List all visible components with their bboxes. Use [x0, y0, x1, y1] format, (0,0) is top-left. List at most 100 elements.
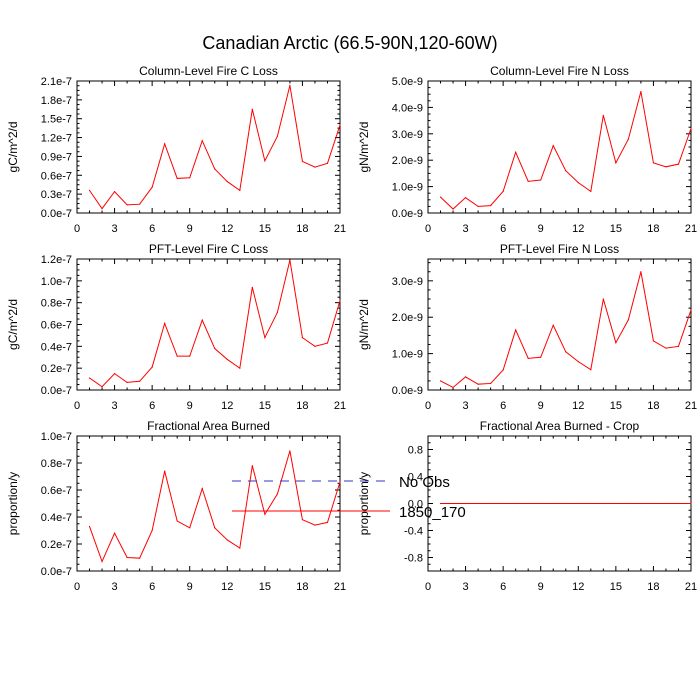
data-point [452, 386, 454, 389]
data-point [677, 502, 680, 505]
data-point [652, 340, 655, 342]
x-tick-label: 6 [149, 400, 155, 412]
chart-panel-4: PFT-Level Fire N Loss gN/m^2/d 0 3 6 9 12 15 18 2… [357, 242, 697, 412]
x-tick-label: 9 [538, 223, 544, 235]
x-tick-label: 15 [259, 223, 271, 235]
data-point [590, 369, 592, 371]
chart-panel-6: Fractional Area Burned - Crop proportion/… [357, 419, 697, 593]
y-tick-label: 5.0e-9 [392, 76, 423, 88]
y-axis-label: gC/m^2/d [6, 299, 20, 350]
x-tick-label: 3 [112, 223, 118, 235]
x-tick-label: 18 [647, 581, 659, 593]
y-tick-label: 0.8 [408, 445, 423, 457]
data-point [552, 502, 554, 505]
data-point [139, 203, 141, 205]
x-tick-label: 6 [500, 400, 506, 412]
data-point [477, 502, 479, 505]
data-point [189, 355, 191, 357]
series-line-1850-170 [89, 85, 341, 210]
data-point [101, 208, 103, 210]
data-point [439, 502, 442, 505]
data-point [289, 84, 291, 86]
x-tick-label: 15 [610, 400, 622, 412]
data-point [690, 502, 692, 505]
data-point [477, 205, 479, 207]
data-point [264, 337, 266, 339]
x-tick-label: 9 [538, 581, 544, 593]
data-point [527, 180, 529, 182]
data-point [289, 450, 291, 452]
x-tick-label: 9 [538, 400, 544, 412]
data-point [577, 182, 579, 184]
data-point [652, 162, 655, 164]
data-point [602, 114, 604, 116]
x-tick-label: 18 [647, 223, 659, 235]
data-point [314, 166, 316, 168]
data-point [264, 160, 266, 162]
data-point [439, 196, 442, 198]
chart-panel-5: Fractional Area Burned proportion/y 0 3 6 9 12… [6, 419, 346, 593]
x-tick-label: 9 [187, 581, 193, 593]
y-tick-label: 0.2e-7 [41, 363, 72, 375]
x-tick-label: 3 [112, 400, 118, 412]
data-point [276, 135, 278, 137]
data-point [239, 547, 241, 549]
data-point [314, 345, 316, 347]
y-tick-label: 0.3e-7 [41, 189, 72, 201]
x-tick-label: 12 [221, 581, 233, 593]
chart-title: Column-Level Fire C Loss [139, 64, 278, 78]
figure-title: Canadian Arctic (66.5-90N,120-60W) [202, 33, 497, 53]
y-tick-label: -0.4 [404, 526, 423, 538]
x-tick-label: 15 [259, 400, 271, 412]
chart-panel-3: PFT-Level Fire C Loss gC/m^2/d 0 3 6 9 12 15 18 2… [6, 242, 346, 412]
legend-label-no-obs: No Obs [399, 474, 450, 491]
y-tick-label: 0.0 [408, 499, 423, 511]
data-point [490, 502, 492, 505]
y-tick-label: 0.6e-7 [41, 320, 72, 332]
chart-title: Column-Level Fire N Loss [490, 64, 629, 78]
data-point [264, 513, 266, 515]
y-tick-label: 0.4 [408, 472, 423, 484]
data-point [490, 382, 492, 385]
data-point [540, 502, 542, 505]
x-tick-label: 6 [500, 581, 506, 593]
data-point [289, 259, 291, 261]
data-point [640, 502, 642, 505]
data-point [464, 502, 467, 505]
x-tick-label: 6 [149, 581, 155, 593]
data-point [214, 168, 216, 170]
y-axis-label: gN/m^2/d [357, 122, 371, 173]
data-point [490, 205, 492, 207]
x-tick-label: 6 [500, 223, 506, 235]
data-point [226, 180, 228, 183]
y-tick-label: 0.9e-7 [41, 151, 72, 163]
y-axis-label: proportion/y [6, 472, 20, 535]
x-tick-label: 3 [463, 581, 469, 593]
y-axis-label: proportion/y [357, 472, 371, 535]
data-point [164, 322, 166, 325]
y-tick-label: 0.0e-9 [392, 208, 423, 220]
data-point [176, 520, 178, 522]
data-point [627, 319, 629, 321]
legend-label-1850-170: 1850_170 [399, 504, 466, 521]
data-point [301, 160, 304, 163]
data-point [139, 557, 141, 559]
y-tick-label: 0.4e-7 [41, 341, 72, 353]
chart-title: Fractional Area Burned - Crop [480, 419, 640, 433]
data-point [590, 190, 592, 192]
data-point [527, 502, 529, 505]
x-tick-label: 0 [425, 581, 431, 593]
data-point [452, 502, 454, 505]
y-tick-label: 1.5e-7 [41, 114, 72, 126]
y-tick-label: 0.6e-7 [41, 485, 72, 497]
data-point [502, 502, 504, 505]
data-point [239, 367, 241, 369]
data-point [201, 140, 203, 142]
data-point [214, 527, 216, 529]
chart-title: Fractional Area Burned [147, 419, 270, 433]
x-tick-label: 18 [296, 400, 308, 412]
data-point [615, 502, 617, 505]
y-tick-label: 0.0e-7 [41, 385, 72, 397]
data-point [690, 309, 692, 311]
